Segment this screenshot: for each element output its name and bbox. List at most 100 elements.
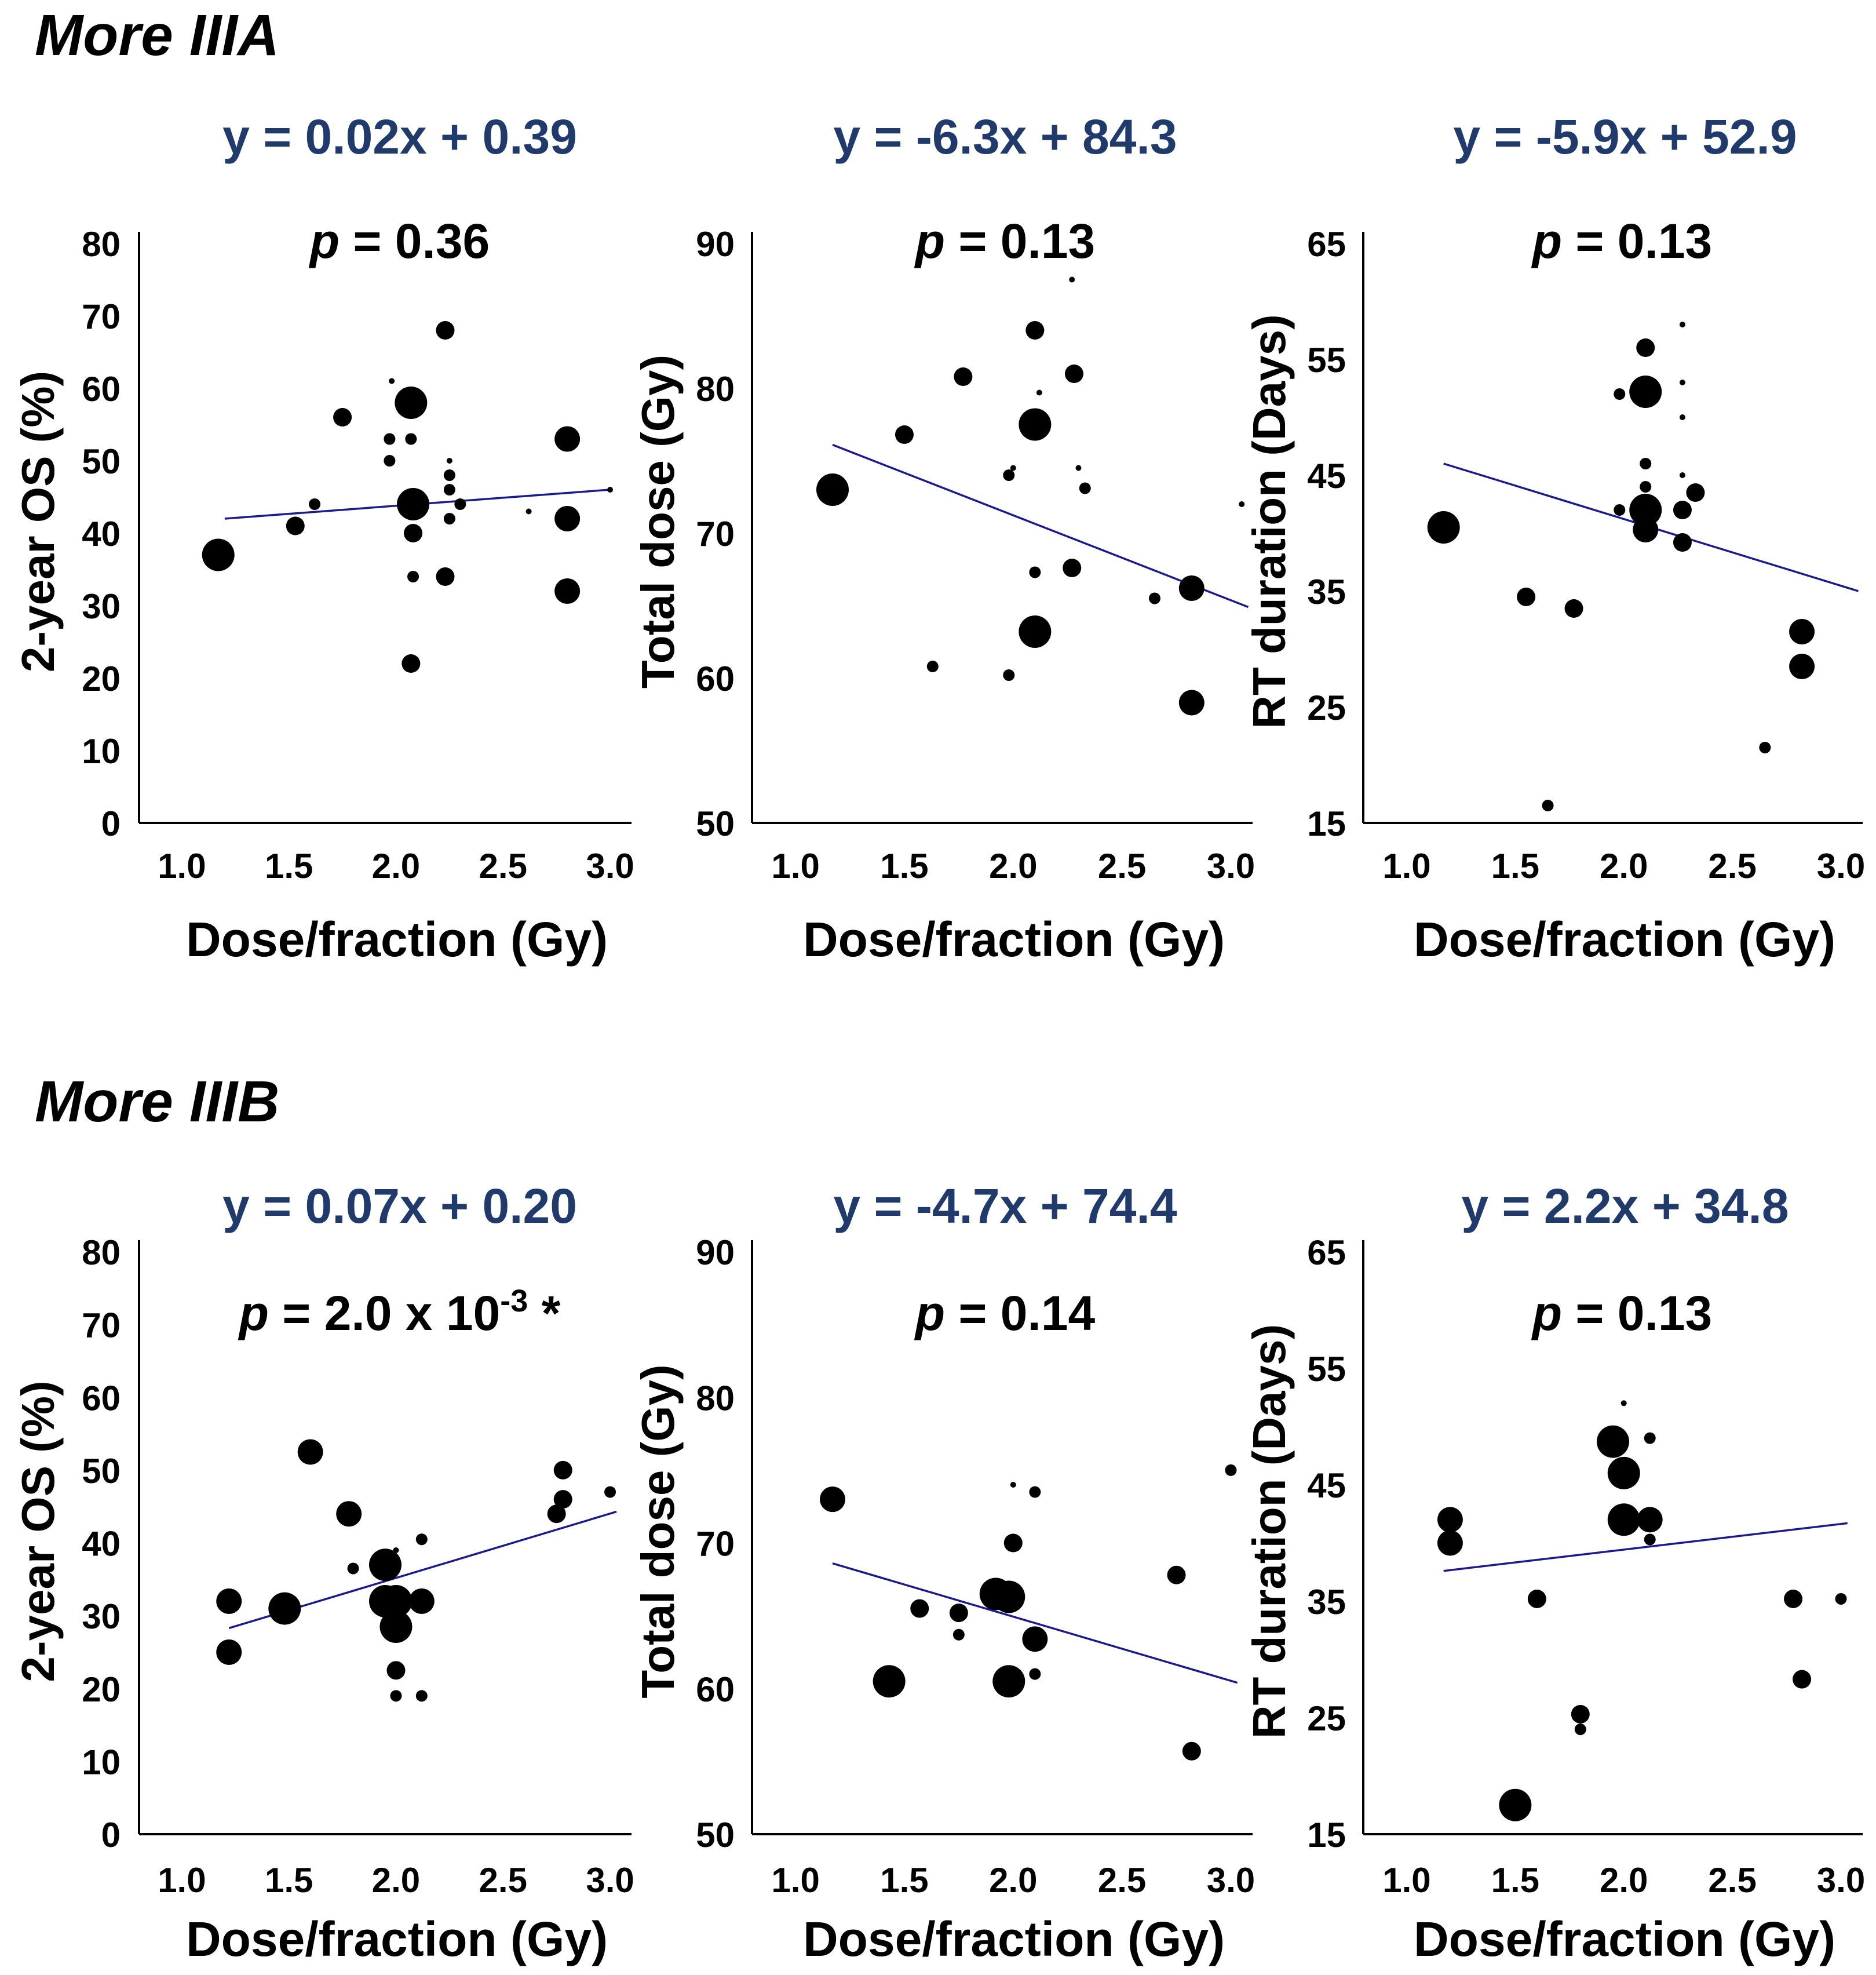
data-point bbox=[553, 1460, 572, 1480]
y-tick-label: 20 bbox=[82, 1670, 121, 1709]
scatter-panel: y = -6.3x + 84.3 p = 0.13 50 60 70 80 90 1.0 1.5… bbox=[632, 110, 1255, 967]
data-point bbox=[1225, 1464, 1237, 1476]
x-tick-label: 1.0 bbox=[771, 1861, 819, 1900]
y-tick-label: 40 bbox=[82, 515, 121, 553]
y-tick-label: 30 bbox=[82, 587, 121, 626]
y-tick-label: 90 bbox=[696, 225, 735, 264]
data-point bbox=[954, 367, 973, 386]
data-point bbox=[1239, 501, 1245, 507]
x-tick-label: 3.0 bbox=[1817, 847, 1865, 886]
data-point bbox=[1574, 1723, 1586, 1736]
scatter-panel: y = 2.2x + 34.8 p = 0.13 15 25 35 45 55 65 1.0 1.… bbox=[1243, 1179, 1865, 1966]
y-tick-label: 70 bbox=[696, 1525, 735, 1564]
regression-equation: y = 0.02x + 0.39 bbox=[222, 110, 577, 164]
data-point bbox=[216, 1639, 242, 1665]
regression-line bbox=[832, 443, 1249, 608]
data-point bbox=[1019, 615, 1052, 648]
data-point bbox=[402, 654, 421, 673]
x-tick-label: 2.0 bbox=[989, 1861, 1037, 1900]
data-point bbox=[992, 1665, 1025, 1698]
x-axis-label: Dose/fraction (Gy) bbox=[186, 912, 608, 967]
data-point bbox=[1629, 494, 1662, 526]
data-point bbox=[1542, 800, 1554, 811]
x-tick-label: 2.5 bbox=[1098, 847, 1146, 886]
data-point bbox=[384, 455, 396, 467]
section-title-iiia: More IIIA bbox=[35, 3, 279, 68]
p-value-exponent: -3 bbox=[500, 1284, 528, 1318]
data-point bbox=[1003, 669, 1015, 681]
data-point bbox=[1673, 501, 1692, 519]
data-point bbox=[1029, 1668, 1041, 1680]
data-point bbox=[446, 458, 452, 464]
data-point bbox=[1003, 469, 1015, 481]
data-point bbox=[297, 1439, 323, 1465]
data-point bbox=[379, 1610, 413, 1643]
y-tick-label: 25 bbox=[1307, 688, 1346, 727]
regression-line bbox=[1443, 1522, 1848, 1572]
x-tick-label: 1.5 bbox=[1491, 1861, 1539, 1900]
data-point bbox=[525, 508, 532, 515]
data-point bbox=[443, 469, 455, 481]
y-tick-label: 0 bbox=[101, 804, 121, 843]
x-tick-label: 2.5 bbox=[479, 1861, 527, 1900]
x-tick-label: 1.0 bbox=[158, 847, 206, 886]
p-value-label: p = 0.14 bbox=[914, 1286, 1096, 1340]
data-point bbox=[1644, 1533, 1656, 1546]
p-value-text: = 0.36 bbox=[340, 214, 490, 268]
data-point bbox=[1679, 322, 1685, 327]
y-tick-label: 45 bbox=[1307, 457, 1346, 495]
regression-equation: y = -6.3x + 84.3 bbox=[833, 110, 1177, 164]
data-point bbox=[202, 538, 235, 571]
data-point bbox=[1029, 1486, 1041, 1498]
data-point bbox=[1063, 559, 1082, 577]
data-point bbox=[1835, 1593, 1847, 1605]
data-point bbox=[873, 1665, 906, 1698]
x-tick-label: 2.0 bbox=[372, 847, 420, 886]
p-symbol: p bbox=[914, 214, 945, 268]
x-axis-label: Dose/fraction (Gy) bbox=[1414, 912, 1835, 967]
y-tick-label: 40 bbox=[82, 1525, 121, 1564]
data-point bbox=[347, 1562, 359, 1575]
data-point bbox=[1673, 533, 1692, 552]
data-point bbox=[408, 1588, 435, 1614]
scatter-panel: y = -5.9x + 52.9 p = 0.13 15 25 35 45 55 65 1.0 1… bbox=[1243, 110, 1865, 967]
data-point bbox=[386, 1661, 406, 1680]
data-point bbox=[390, 1690, 402, 1702]
p-value-label: p = 0.13 bbox=[1531, 1286, 1713, 1340]
x-tick-label: 2.5 bbox=[479, 847, 527, 886]
data-point bbox=[1759, 742, 1771, 753]
p-symbol: p bbox=[1531, 214, 1562, 268]
data-point bbox=[1064, 365, 1083, 383]
y-tick-label: 80 bbox=[696, 370, 735, 409]
data-point bbox=[1437, 1507, 1463, 1533]
data-point bbox=[407, 571, 419, 582]
p-value-text: = 0.14 bbox=[945, 1286, 1096, 1340]
x-tick-label: 1.0 bbox=[1382, 847, 1430, 886]
x-tick-label: 1.5 bbox=[1491, 847, 1539, 886]
section-title-iiib: More IIIB bbox=[35, 1069, 279, 1134]
x-tick-label: 1.0 bbox=[1382, 1861, 1430, 1900]
data-point bbox=[1686, 483, 1705, 502]
data-point bbox=[1636, 338, 1655, 357]
data-point bbox=[547, 1504, 566, 1524]
data-point bbox=[926, 661, 939, 672]
y-tick-label: 60 bbox=[82, 370, 121, 409]
x-tick-label: 2.5 bbox=[1708, 1861, 1756, 1900]
p-value-label: p = 0.36 bbox=[309, 214, 490, 268]
data-point bbox=[393, 1547, 399, 1554]
data-point bbox=[1571, 1704, 1590, 1723]
data-point bbox=[1640, 481, 1652, 493]
data-point bbox=[216, 1588, 242, 1614]
data-point bbox=[309, 498, 321, 510]
regression-equation: y = -5.9x + 52.9 bbox=[1453, 110, 1797, 164]
y-axis-label: 2-year OS (%) bbox=[12, 371, 64, 672]
data-point bbox=[1607, 1456, 1640, 1489]
regression-equation: y = 0.07x + 0.20 bbox=[222, 1179, 577, 1233]
x-tick-label: 2.0 bbox=[372, 1861, 420, 1900]
p-value-label: p = 0.13 bbox=[1531, 214, 1713, 268]
y-tick-label: 15 bbox=[1307, 1816, 1346, 1854]
y-tick-label: 60 bbox=[696, 659, 735, 698]
p-value-text: = 0.13 bbox=[1562, 1286, 1712, 1340]
data-point bbox=[554, 506, 581, 531]
regression-equation: y = 2.2x + 34.8 bbox=[1461, 1179, 1789, 1233]
